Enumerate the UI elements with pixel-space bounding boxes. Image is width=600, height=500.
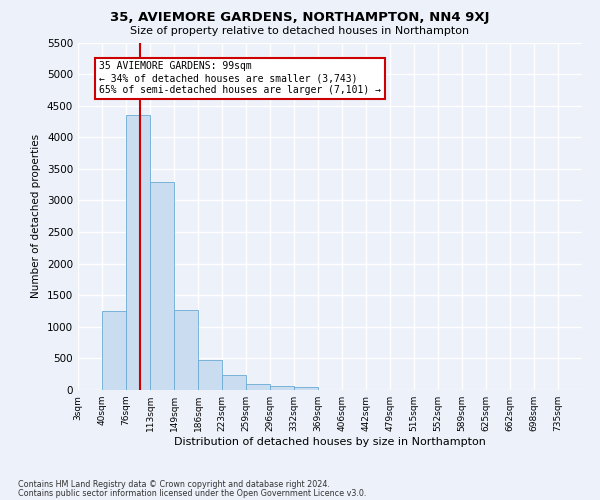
Bar xyxy=(246,384,270,390)
Bar xyxy=(222,376,246,390)
Bar xyxy=(294,387,318,390)
Bar xyxy=(174,310,198,390)
Y-axis label: Number of detached properties: Number of detached properties xyxy=(31,134,41,298)
Text: Contains HM Land Registry data © Crown copyright and database right 2024.: Contains HM Land Registry data © Crown c… xyxy=(18,480,330,489)
Text: 35 AVIEMORE GARDENS: 99sqm
← 34% of detached houses are smaller (3,743)
65% of s: 35 AVIEMORE GARDENS: 99sqm ← 34% of deta… xyxy=(99,62,381,94)
Text: Size of property relative to detached houses in Northampton: Size of property relative to detached ho… xyxy=(130,26,470,36)
Bar xyxy=(198,360,222,390)
Bar xyxy=(102,311,126,390)
Bar xyxy=(126,115,150,390)
Bar xyxy=(270,386,294,390)
X-axis label: Distribution of detached houses by size in Northampton: Distribution of detached houses by size … xyxy=(174,437,486,447)
Bar xyxy=(150,182,174,390)
Text: 35, AVIEMORE GARDENS, NORTHAMPTON, NN4 9XJ: 35, AVIEMORE GARDENS, NORTHAMPTON, NN4 9… xyxy=(110,11,490,24)
Text: Contains public sector information licensed under the Open Government Licence v3: Contains public sector information licen… xyxy=(18,489,367,498)
